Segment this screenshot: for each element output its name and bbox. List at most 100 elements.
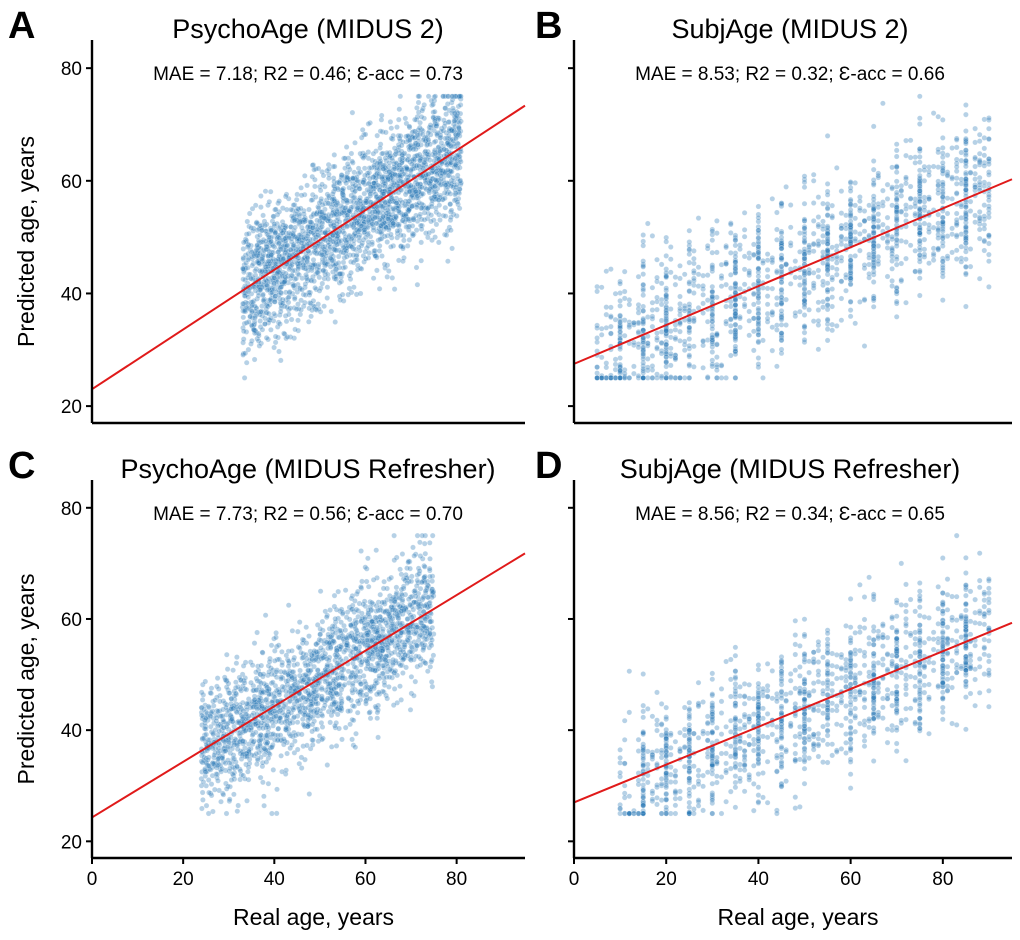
data-point [319, 223, 325, 230]
data-point [242, 308, 249, 315]
data-point [963, 111, 969, 118]
data-point [242, 299, 249, 306]
data-point [302, 281, 309, 287]
data-point [442, 195, 448, 201]
data-point [252, 315, 258, 321]
data-point [870, 297, 877, 304]
data-point [801, 329, 808, 336]
data-point [389, 275, 396, 281]
data-point [917, 206, 923, 213]
data-point [654, 330, 660, 336]
data-point [352, 178, 359, 184]
data-point [847, 257, 854, 264]
data-point [327, 217, 334, 224]
data-point [317, 249, 324, 256]
data-point [435, 130, 441, 136]
data-point [930, 110, 937, 116]
data-point [963, 229, 969, 235]
data-point [764, 301, 771, 308]
data-point [299, 286, 305, 293]
data-point [254, 295, 261, 302]
data-point [414, 281, 421, 288]
data-point [373, 253, 380, 259]
data-point [801, 225, 808, 231]
data-point [450, 182, 457, 189]
data-point [635, 328, 642, 335]
data-point [857, 198, 863, 204]
data-point [787, 224, 794, 231]
data-point [949, 174, 955, 181]
data-point [398, 142, 405, 149]
data-point [889, 258, 895, 264]
data-point [709, 311, 716, 318]
data-point [249, 308, 255, 315]
data-point [677, 337, 683, 344]
data-point [314, 269, 321, 276]
data-point [986, 284, 992, 290]
data-point [963, 152, 969, 158]
data-point [801, 251, 808, 258]
data-point [797, 230, 803, 236]
data-point [264, 278, 271, 285]
data-point [386, 153, 393, 160]
data-point [677, 275, 683, 282]
data-point [857, 299, 863, 305]
data-point [930, 257, 937, 263]
data-point [384, 202, 391, 208]
data-point [243, 359, 250, 366]
data-point [311, 232, 318, 238]
data-point [316, 183, 323, 190]
data-point [681, 307, 688, 314]
data-point [326, 171, 332, 178]
data-point [349, 158, 356, 165]
data-point [668, 345, 674, 352]
data-point [861, 262, 868, 268]
panel-b: B SubjAge (MIDUS 2)MAE = 8.53; R2 = 0.32;… [535, 5, 1013, 425]
scatter-points [594, 93, 992, 381]
data-point [760, 375, 766, 381]
data-point [917, 247, 923, 253]
data-point [265, 258, 272, 265]
data-point [310, 212, 317, 218]
data-point [241, 266, 247, 272]
data-point [428, 212, 435, 218]
data-point [847, 299, 854, 305]
data-point [640, 271, 647, 277]
data-point [677, 305, 683, 312]
data-point [870, 158, 877, 164]
data-point [251, 303, 258, 309]
data-point [388, 135, 395, 142]
data-point [857, 221, 863, 228]
data-point [810, 318, 817, 324]
data-point [437, 217, 443, 223]
data-point [718, 275, 725, 282]
data-point [810, 200, 817, 206]
data-point [377, 161, 384, 167]
data-point [381, 219, 387, 226]
data-point [287, 275, 294, 282]
data-point [815, 214, 822, 220]
data-point [442, 105, 449, 111]
data-point [686, 239, 693, 245]
data-point [243, 265, 249, 272]
data-point [208, 685, 215, 692]
data-point [420, 202, 427, 208]
data-point [258, 227, 265, 234]
data-point [422, 156, 428, 163]
data-point [246, 230, 252, 237]
data-point [354, 204, 361, 211]
data-point [425, 204, 432, 210]
data-point [425, 136, 432, 143]
data-point [374, 132, 381, 139]
data-point [852, 229, 859, 235]
data-point [792, 310, 799, 316]
data-point [351, 664, 358, 670]
data-point [976, 217, 983, 224]
data-point [921, 207, 928, 214]
data-point [449, 93, 456, 100]
data-point [746, 332, 753, 339]
data-point [889, 265, 895, 272]
data-point [350, 223, 357, 230]
data-point [820, 304, 826, 311]
data-point [893, 236, 900, 243]
